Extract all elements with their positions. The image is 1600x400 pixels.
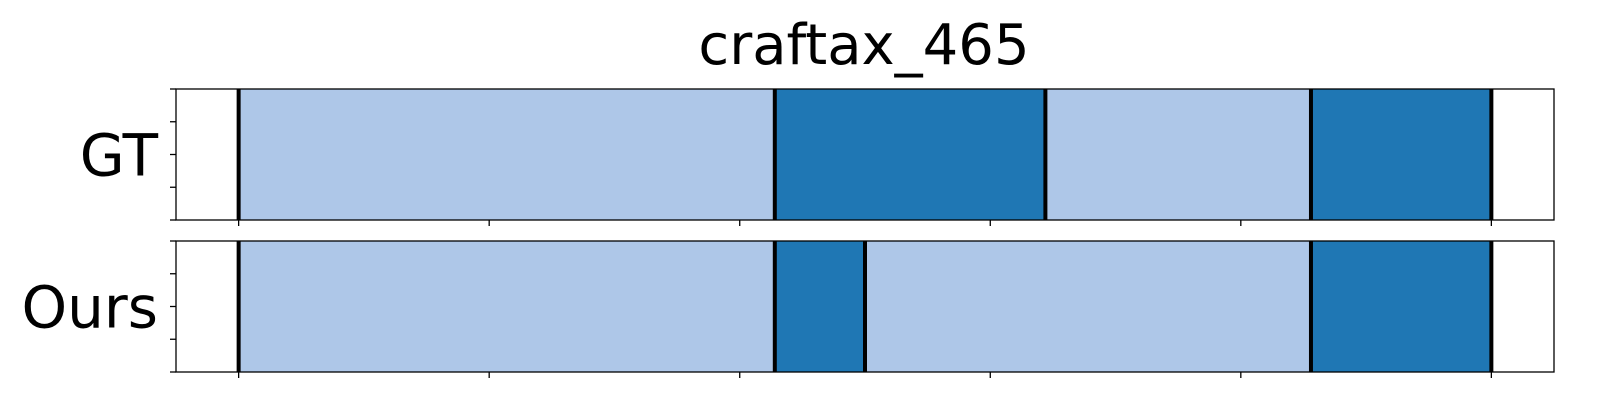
chart-panels: GT Ours xyxy=(22,88,1555,378)
segment-gt-1 xyxy=(774,89,1046,220)
chart-title: craftax_465 xyxy=(698,13,1029,78)
row-label-gt: GT xyxy=(80,122,159,190)
segment-gt-0 xyxy=(238,89,775,220)
segment-ours-1 xyxy=(774,241,865,372)
segment-gt-3 xyxy=(1310,89,1492,220)
panel-gt: GT xyxy=(80,88,1555,226)
segment-ours-0 xyxy=(238,241,775,372)
panel-ours: Ours xyxy=(22,240,1555,378)
segment-gt-2 xyxy=(1045,89,1311,220)
row-label-ours: Ours xyxy=(22,274,158,342)
segment-ours-2 xyxy=(865,241,1311,372)
segment-ours-3 xyxy=(1310,241,1492,372)
